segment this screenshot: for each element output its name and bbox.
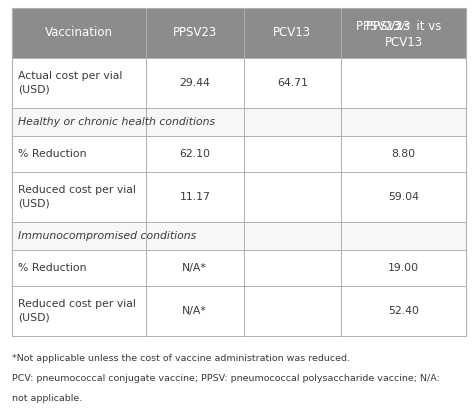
Text: Reduced cost per vial
(USD): Reduced cost per vial (USD) — [18, 185, 136, 209]
Text: PPSV23: PPSV23 — [356, 21, 403, 34]
Text: Reduced cost per vial
(USD): Reduced cost per vial (USD) — [18, 299, 136, 323]
Text: Actual cost per vial
(USD): Actual cost per vial (USD) — [18, 72, 122, 95]
Text: PPSV23  ​it​ vs: PPSV23 ​it​ vs — [366, 21, 441, 34]
Bar — [12, 286, 466, 336]
Bar — [12, 136, 466, 172]
Text: 52.40: 52.40 — [388, 306, 419, 316]
Bar — [12, 222, 466, 250]
Text: *Not applicable unless the cost of vaccine administration was reduced.: *Not applicable unless the cost of vacci… — [12, 354, 350, 363]
Text: N/A*: N/A* — [182, 306, 207, 316]
Text: PCV13: PCV13 — [384, 35, 423, 48]
Text: 11.17: 11.17 — [179, 192, 210, 202]
Bar — [12, 8, 466, 58]
Bar — [12, 250, 466, 286]
Bar — [12, 108, 466, 136]
Text: PCV: pneumococcal conjugate vaccine; PPSV: pneumococcal polysaccharide vaccine; : PCV: pneumococcal conjugate vaccine; PPS… — [12, 374, 440, 383]
Text: N/A*: N/A* — [182, 263, 207, 273]
Text: Healthy or chronic health conditions: Healthy or chronic health conditions — [18, 117, 215, 127]
Text: Immunocompromised conditions: Immunocompromised conditions — [18, 231, 196, 241]
Text: 29.44: 29.44 — [179, 78, 210, 88]
Text: 8.80: 8.80 — [392, 149, 416, 159]
Text: 64.71: 64.71 — [277, 78, 308, 88]
Text: PPSV23: PPSV23 — [173, 26, 217, 39]
Text: % Reduction: % Reduction — [18, 263, 86, 273]
Text: 19.00: 19.00 — [388, 263, 419, 273]
Bar — [12, 172, 466, 222]
Bar — [12, 58, 466, 108]
Text: PCV13: PCV13 — [273, 26, 311, 39]
Text: vs: vs — [397, 21, 410, 34]
Text: not applicable.: not applicable. — [12, 394, 82, 403]
Text: Vaccination: Vaccination — [45, 26, 113, 39]
Text: 62.10: 62.10 — [179, 149, 210, 159]
Text: % Reduction: % Reduction — [18, 149, 86, 159]
Text: 59.04: 59.04 — [388, 192, 419, 202]
